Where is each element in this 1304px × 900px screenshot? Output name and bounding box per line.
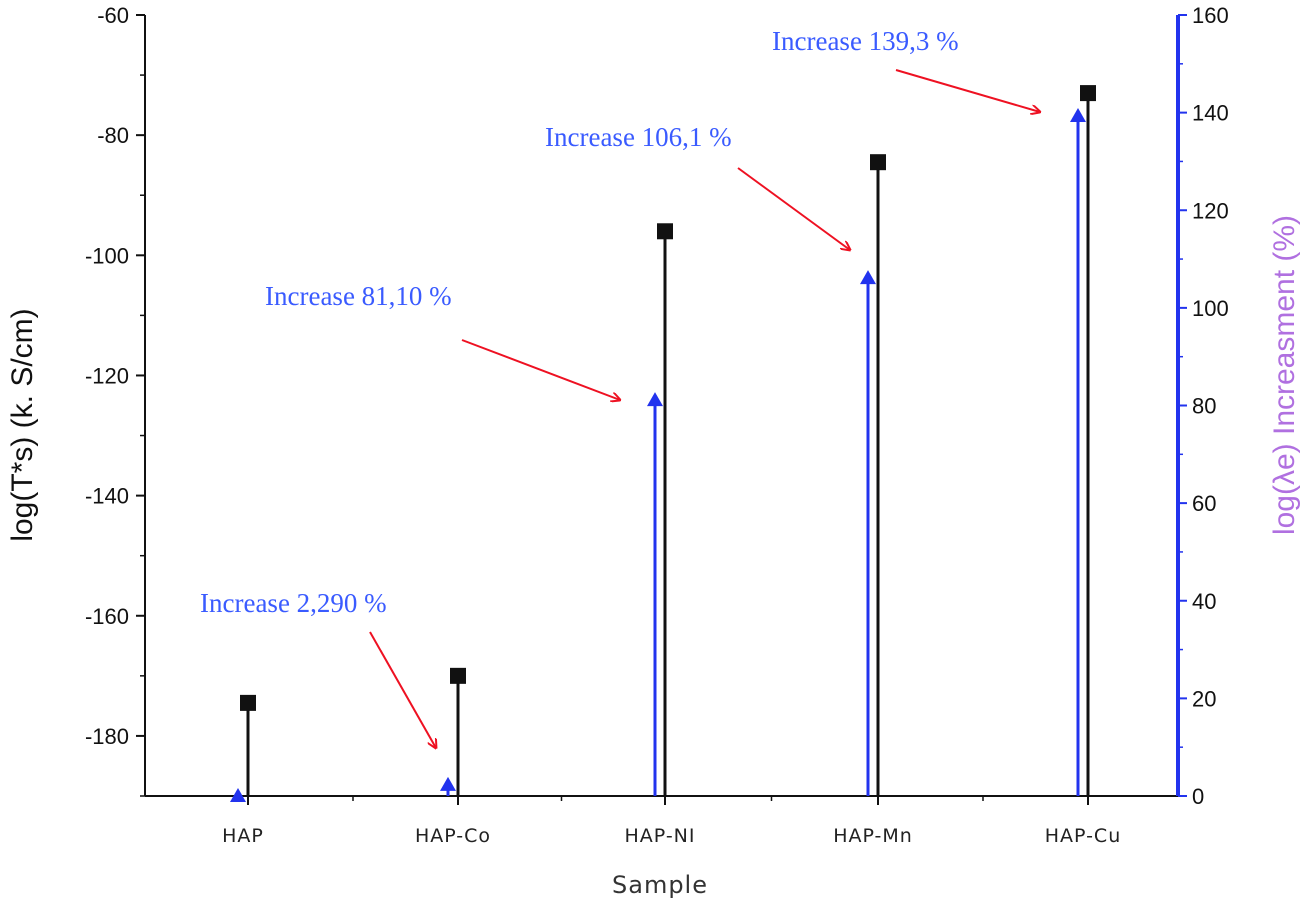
annotation-text: Increase 2,290 % <box>200 588 387 618</box>
series-left-axis <box>240 85 1096 796</box>
x-tick-label: HAP-NI <box>625 825 696 847</box>
annotation-text: Increase 139,3 % <box>772 26 959 56</box>
annotation-arrow <box>461 339 620 400</box>
right-tick-label: 100 <box>1192 296 1229 321</box>
annotations: Increase 2,290 % Increase 81,10 % Increase… <box>200 26 1040 748</box>
left-series-point <box>240 694 256 711</box>
x-axis-ticks: HAP HAP-Co HAP-NI HAP-Mn HAP-Cu <box>222 796 1122 847</box>
right-tick-label: 120 <box>1192 198 1229 223</box>
right-tick-label: 140 <box>1192 101 1229 126</box>
left-series-point <box>870 154 886 171</box>
right-series-point <box>647 392 663 407</box>
right-series-point <box>440 776 456 791</box>
left-series-point <box>657 223 673 240</box>
left-tick-label: -80 <box>97 123 129 148</box>
right-series-point <box>230 788 246 802</box>
left-axis-ticks: -60 -80 -100 -120 -140 -160 -180 <box>85 3 145 797</box>
right-tick-label: 80 <box>1192 394 1216 419</box>
right-tick-label: 20 <box>1192 686 1216 711</box>
right-tick-label: 60 <box>1192 491 1216 516</box>
annotation-arrow <box>895 69 1040 112</box>
left-tick-label: -60 <box>97 3 129 28</box>
right-tick-label: 40 <box>1192 589 1216 614</box>
x-tick-label: HAP <box>222 825 264 847</box>
series-right-axis <box>230 108 1086 802</box>
right-series-point <box>860 270 876 285</box>
left-series-point <box>450 667 466 684</box>
annotation-text: Increase 106,1 % <box>545 122 732 152</box>
annotation-arrow <box>737 167 850 250</box>
annotation-text: Increase 81,10 % <box>265 281 452 311</box>
x-tick-label: HAP-Mn <box>833 825 913 847</box>
right-series-point <box>1070 108 1086 123</box>
left-tick-label: -160 <box>85 604 129 629</box>
x-tick-label: HAP-Co <box>415 825 491 847</box>
left-tick-label: -180 <box>85 724 129 749</box>
right-axis-label: log(λe) Increasment (%) <box>1268 215 1301 535</box>
left-tick-label: -100 <box>85 243 129 268</box>
x-tick-label: HAP-Cu <box>1045 825 1122 847</box>
left-axis-label: log(T*s) (k. S/cm) <box>6 308 39 541</box>
right-axis-ticks: 0 20 40 60 80 100 120 140 160 <box>1178 3 1229 809</box>
left-series-point <box>1080 85 1096 102</box>
annotation-arrow <box>369 631 436 748</box>
left-tick-label: -140 <box>85 484 129 509</box>
x-axis-label: Sample <box>612 871 708 899</box>
right-tick-label: 0 <box>1192 784 1204 809</box>
right-tick-label: 160 <box>1192 3 1229 28</box>
left-tick-label: -120 <box>85 363 129 388</box>
